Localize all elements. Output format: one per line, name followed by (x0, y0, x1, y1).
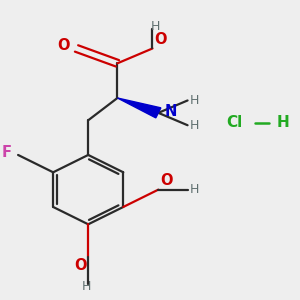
Text: H: H (190, 94, 200, 107)
Text: N: N (164, 104, 177, 119)
Text: H: H (190, 183, 200, 196)
Polygon shape (117, 98, 161, 118)
Text: H: H (151, 20, 160, 33)
Text: Cl: Cl (226, 115, 242, 130)
Text: H: H (82, 280, 92, 293)
Text: O: O (160, 173, 172, 188)
Text: H: H (190, 119, 200, 132)
Text: H: H (276, 115, 289, 130)
Text: F: F (2, 145, 11, 160)
Text: O: O (154, 32, 167, 47)
Text: O: O (57, 38, 70, 53)
Text: O: O (74, 258, 87, 273)
